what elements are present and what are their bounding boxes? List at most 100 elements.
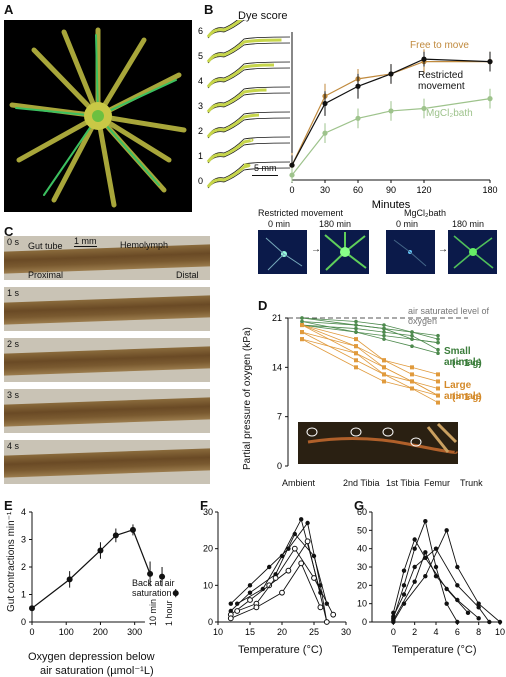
data-point [305,521,309,525]
dye-score-label: 1 [198,151,203,161]
data-point [388,108,393,113]
data-point [412,537,416,541]
thumb-restricted-0 [258,230,307,274]
small-animal-point [410,334,414,338]
data-point [476,601,480,605]
data-point [29,605,35,611]
data-point [455,598,459,602]
hemolymph-label: Hemolymph [120,240,168,250]
x-tick-label: 300 [127,627,142,637]
panel-g-xlabel: Temperature (°C) [392,644,476,656]
y-tick-label: 60 [357,507,367,517]
data-point [423,574,427,578]
data-point [455,565,459,569]
x-1st-tibia: 1st Tibia [386,478,420,488]
data-point [322,131,327,136]
thumb-mgcl-0 [386,230,435,274]
large-animal-point [410,379,414,383]
data-point [299,561,304,566]
panel-f-xlabel: Temperature (°C) [238,644,322,656]
data-point [322,101,327,106]
x-tick-label: 10 [213,627,223,637]
x-tick-label: 25 [309,627,319,637]
frame-3-label: 3 s [7,390,19,400]
frame-2-label: 2 s [7,339,19,349]
data-point [267,565,271,569]
small-animal-point [436,351,440,355]
small-animal-point [382,323,386,327]
thumb-restricted-180 [320,230,369,274]
data-point [355,84,360,89]
gut-frame-1: 1 s [4,287,210,331]
arrow-mgcl: → [438,244,448,255]
data-point [97,548,103,554]
y-tick-label: 0 [208,617,213,627]
data-point [487,620,491,624]
x-trunk: Trunk [460,478,483,488]
panel-e-ylabel: Gut contractions min⁻¹ [6,512,17,612]
data-point [388,71,393,76]
data-point [402,583,406,587]
x-tick-label: 2 [412,627,417,637]
large-animal-point [436,372,440,376]
data-point [292,546,297,551]
small-animal-point [382,334,386,338]
y-tick-label: 14 [272,362,282,372]
y-tick-label: 2 [21,562,26,572]
data-point [312,576,317,581]
x-tick-label: 120 [416,185,431,195]
data-point [299,517,303,521]
series-line [133,530,150,574]
data-point [235,609,240,614]
data-point [412,546,416,550]
data-point [331,612,336,617]
x-femur: Femur [424,478,450,488]
y-tick-label: 50 [357,525,367,535]
x-ambient: Ambient [282,478,315,488]
oxygen-chart: 071421 [262,308,502,498]
data-point [280,590,285,595]
x-tick-label: 200 [93,627,108,637]
x-2nd-tibia: 2nd Tibia [343,478,380,488]
y-tick-label: 0 [21,617,26,627]
thumb-m-180-label: 180 min [452,219,484,229]
large-animal-point [382,365,386,369]
y-tick-label: 7 [277,412,282,422]
panel-e-xlabel-1: Oxygen depression below [28,651,155,663]
data-point [423,550,427,554]
data-point [423,519,427,523]
large-animal-point [354,344,358,348]
data-point [273,576,278,581]
small-animal-point [382,330,386,334]
data-point [289,172,294,177]
data-point [130,527,136,533]
thumb-r-0-label: 0 min [268,219,290,229]
data-point [254,605,259,610]
data-point [487,96,492,101]
temperature-chart-f: 010203010 15 20 25 30 [196,504,352,644]
panel-label-a: A [4,2,13,17]
data-point [113,532,119,538]
large-animal-point [354,351,358,355]
y-tick-label: 4 [21,507,26,517]
large-animal-point [300,337,304,341]
data-point [67,576,73,582]
animal-photo [4,20,192,212]
gut-frame-3: 3 s [4,389,210,433]
dye-fill [208,20,289,37]
small-animal-point [354,320,358,324]
y-tick-label: 3 [21,535,26,545]
x-tick-label: 20 [277,627,287,637]
dye-score-label: 4 [198,76,203,86]
y-tick-label: 10 [203,580,213,590]
scale-bar-b-label: 5 mm [254,163,277,173]
dye-score-label: 0 [198,176,203,186]
small-animal-point [382,337,386,341]
temperature-chart-g: 01020304050600 2 4 6 8 10 [350,504,506,644]
large-animals-sub: (> 1 g) [452,392,482,403]
small-animal-point [410,337,414,341]
y-tick-label: 21 [272,313,282,323]
y-tick-label: 30 [203,507,213,517]
data-point [476,616,480,620]
large-animal-point [382,358,386,362]
